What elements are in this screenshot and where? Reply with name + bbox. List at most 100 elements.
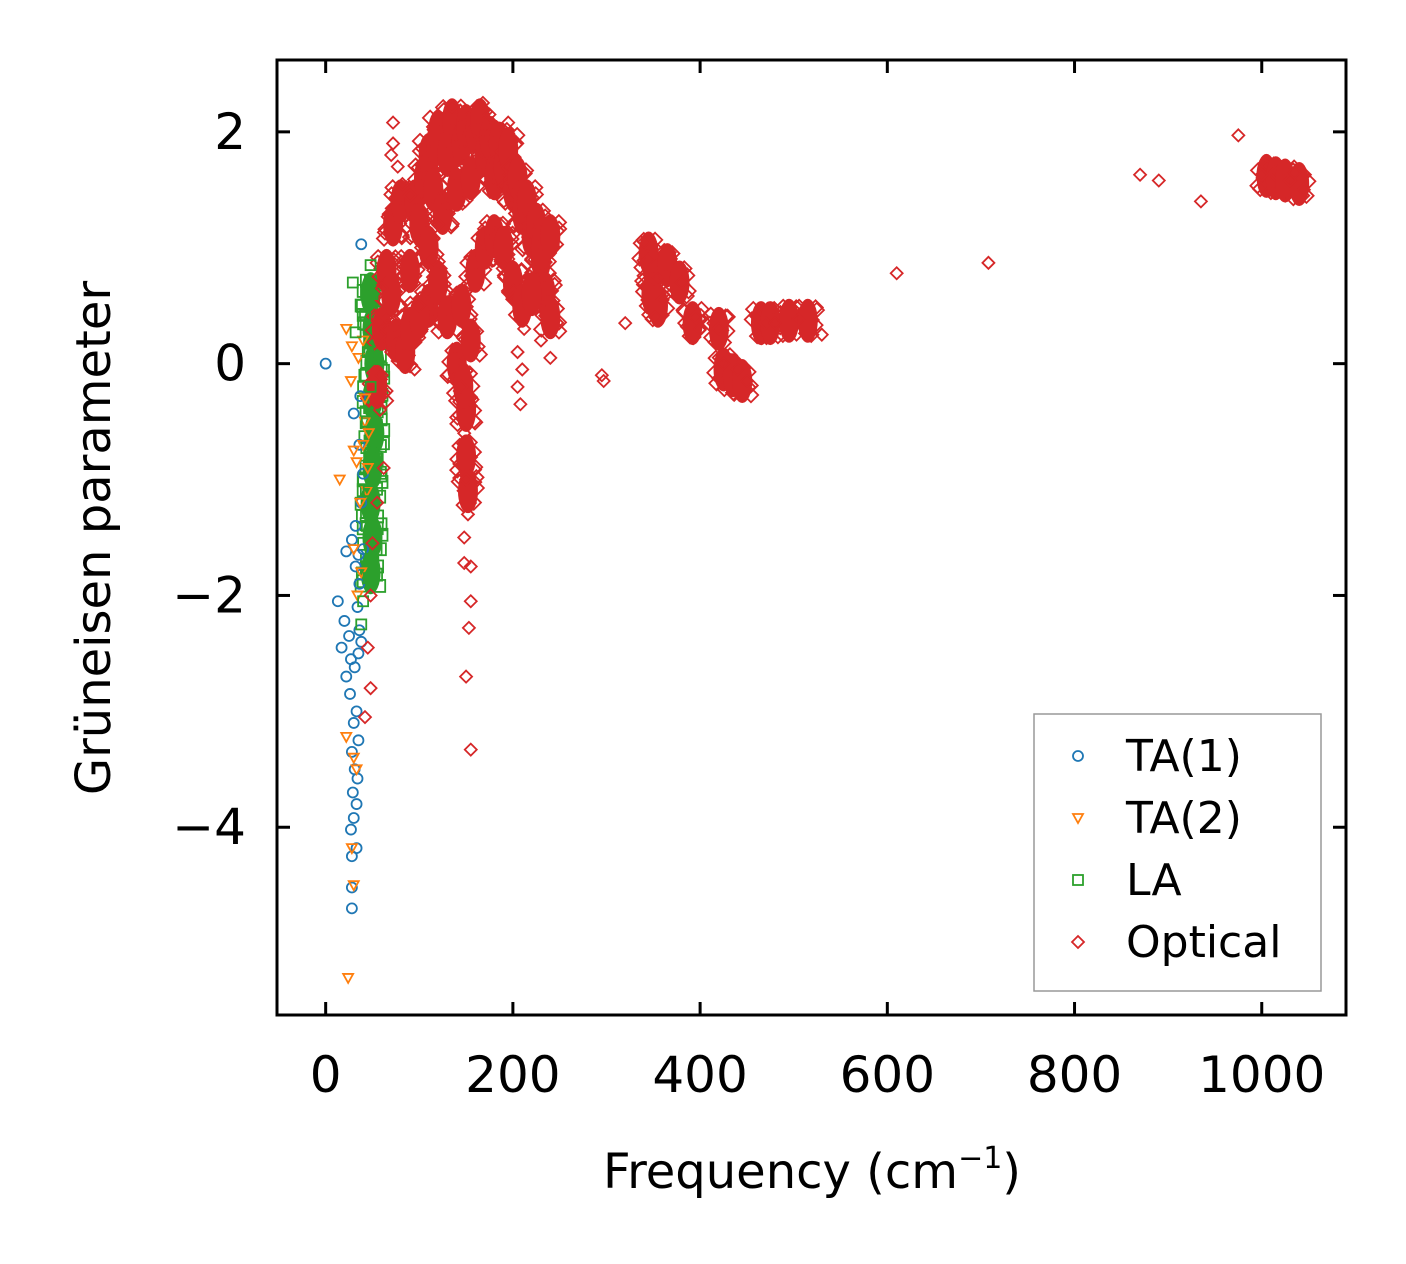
point-ta2 — [345, 341, 359, 354]
point-ta2 — [356, 335, 370, 348]
point-ta2 — [333, 474, 347, 487]
legend-label: Optical — [1126, 917, 1281, 968]
point-ta2 — [353, 497, 367, 510]
x-axis-label: Frequency (cm−1) — [603, 1141, 1021, 1200]
point-optical — [641, 252, 656, 267]
point-optical — [444, 99, 460, 114]
dense-point-optical — [374, 272, 409, 317]
point-la — [360, 520, 373, 532]
point-ta1 — [338, 615, 351, 627]
point-ta1 — [350, 705, 363, 718]
point-optical — [456, 425, 472, 441]
point-optical — [385, 115, 401, 130]
point-optical — [461, 620, 477, 636]
point-optical — [369, 495, 385, 511]
dense-point-optical — [421, 260, 456, 305]
dense-blob — [364, 411, 385, 456]
dense-point-optical — [444, 283, 479, 328]
dense-point-optical — [453, 318, 489, 363]
point-optical — [739, 373, 755, 389]
point-optical — [1151, 173, 1167, 188]
point-ta1 — [346, 786, 359, 799]
point-optical — [460, 507, 476, 522]
dense-blob — [418, 225, 439, 270]
point-ta2 — [347, 544, 361, 556]
point-optical — [456, 555, 472, 571]
point-optical — [716, 356, 731, 371]
point-ta1 — [349, 520, 362, 532]
point-optical — [458, 669, 474, 684]
point-ta2 — [347, 445, 361, 458]
point-ta2 — [358, 393, 372, 406]
point-la — [364, 543, 377, 555]
point-ta1 — [351, 772, 364, 785]
point-optical — [383, 147, 399, 163]
point-ta1 — [350, 798, 363, 810]
point-optical — [360, 640, 376, 655]
point-optical — [711, 321, 727, 337]
point-ta1 — [353, 438, 366, 451]
point-optical — [390, 159, 406, 174]
dense-blob — [381, 272, 402, 317]
point-la — [359, 309, 371, 321]
dense-point-optical — [448, 433, 484, 479]
dense-blob — [428, 260, 449, 305]
dense-point-optical — [450, 468, 486, 514]
dense-blob — [367, 364, 388, 409]
point-la — [366, 288, 379, 301]
point-ta1 — [335, 641, 348, 654]
point-optical — [482, 107, 497, 122]
point-optical — [791, 312, 806, 327]
point-optical — [636, 234, 652, 250]
dense-point-optical — [701, 306, 737, 351]
point-ta2 — [345, 843, 359, 855]
point-la — [365, 450, 378, 463]
point-optical — [1254, 167, 1270, 183]
point-ta2 — [339, 323, 353, 336]
point-ta1 — [344, 688, 356, 700]
point-optical — [376, 460, 391, 476]
legend-label: LA — [1126, 855, 1182, 906]
point-ta2 — [344, 376, 358, 388]
legend-marker-ta2 — [1071, 813, 1085, 825]
point-optical — [1296, 182, 1312, 198]
point-ta2 — [347, 752, 361, 765]
point-ta1 — [354, 390, 367, 403]
y-axis-label: Grüneisen parameter — [66, 281, 122, 796]
point-optical — [357, 709, 373, 725]
point-ta2 — [351, 352, 365, 365]
point-optical — [730, 362, 745, 377]
point-ta2 — [356, 439, 370, 452]
x-tick-label: 600 — [840, 1046, 935, 1104]
dense-blob — [360, 272, 381, 317]
point-optical — [430, 217, 446, 232]
point-optical — [412, 298, 427, 313]
x-tick-label: 200 — [465, 1046, 560, 1104]
legend-marker-ta1 — [1072, 750, 1084, 762]
point-ta1 — [347, 407, 360, 420]
point-la — [346, 276, 359, 289]
point-optical — [454, 379, 469, 395]
point-optical — [510, 379, 525, 395]
point-ta1 — [348, 661, 361, 674]
dense-point-optical — [514, 272, 549, 317]
point-optical — [655, 292, 670, 308]
point-ta1 — [345, 746, 358, 758]
point-optical — [514, 362, 530, 377]
dense-blob — [453, 364, 474, 409]
point-ta1 — [345, 902, 358, 915]
point-optical — [363, 588, 378, 603]
point-ta2 — [362, 428, 376, 441]
point-ta1 — [349, 560, 362, 573]
point-optical — [688, 310, 703, 325]
point-la — [361, 346, 374, 358]
legend-label: TA(2) — [1125, 793, 1242, 844]
point-optical — [374, 367, 390, 383]
point-ta2 — [361, 463, 375, 475]
dense-blob — [493, 225, 514, 270]
point-optical — [543, 350, 558, 366]
point-optical — [363, 680, 378, 696]
dense-point-optical — [411, 225, 447, 271]
legend-marker-la — [1072, 874, 1084, 886]
point-optical — [1287, 165, 1302, 180]
